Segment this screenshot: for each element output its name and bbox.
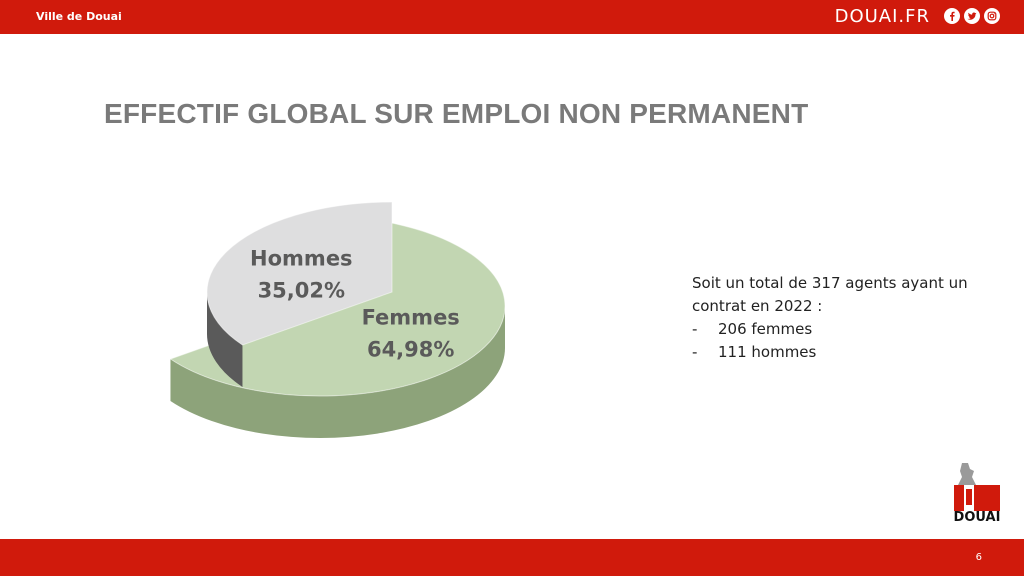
site-name[interactable]: DOUAI.FR — [834, 6, 930, 27]
pie-slice-hommes: Hommes 35,02% — [206, 201, 393, 387]
pie-value-label: 35,02% — [258, 279, 345, 303]
summary-item-label: 111 hommes — [718, 343, 817, 361]
summary-intro: Soit un total de 317 agents ayant un con… — [692, 274, 968, 315]
slide-title: EFFECTIF GLOBAL SUR EMPLOI NON PERMANENT — [104, 98, 809, 129]
summary-item-hommes: -111 hommes — [692, 341, 992, 364]
pie-slice-top — [206, 201, 393, 346]
pie-slice-side — [207, 292, 243, 387]
pie-slice-side — [170, 306, 505, 438]
facebook-icon[interactable] — [944, 8, 960, 24]
pie-label: Femmes — [362, 305, 460, 329]
summary-text: Soit un total de 317 agents ayant un con… — [692, 272, 992, 364]
logo-wordmark: DOUAI — [954, 510, 1001, 525]
summary-item-femmes: -206 femmes — [692, 318, 992, 341]
pie-label: Hommes — [250, 247, 353, 271]
org-name: Ville de Douai — [36, 10, 122, 23]
page-number: 6 — [975, 552, 982, 563]
instagram-icon[interactable] — [984, 8, 1000, 24]
bottom-bar: 6 — [0, 539, 1024, 576]
pie-value-label: 64,98% — [367, 337, 454, 361]
twitter-icon[interactable] — [964, 8, 980, 24]
douai-logo: DOUAI — [954, 463, 1001, 525]
top-bar: Ville de Douai DOUAI.FR — [0, 0, 1024, 34]
pie-chart: Femmes 64,98% Hommes 35,02% — [169, 201, 506, 438]
summary-item-label: 206 femmes — [718, 320, 813, 338]
